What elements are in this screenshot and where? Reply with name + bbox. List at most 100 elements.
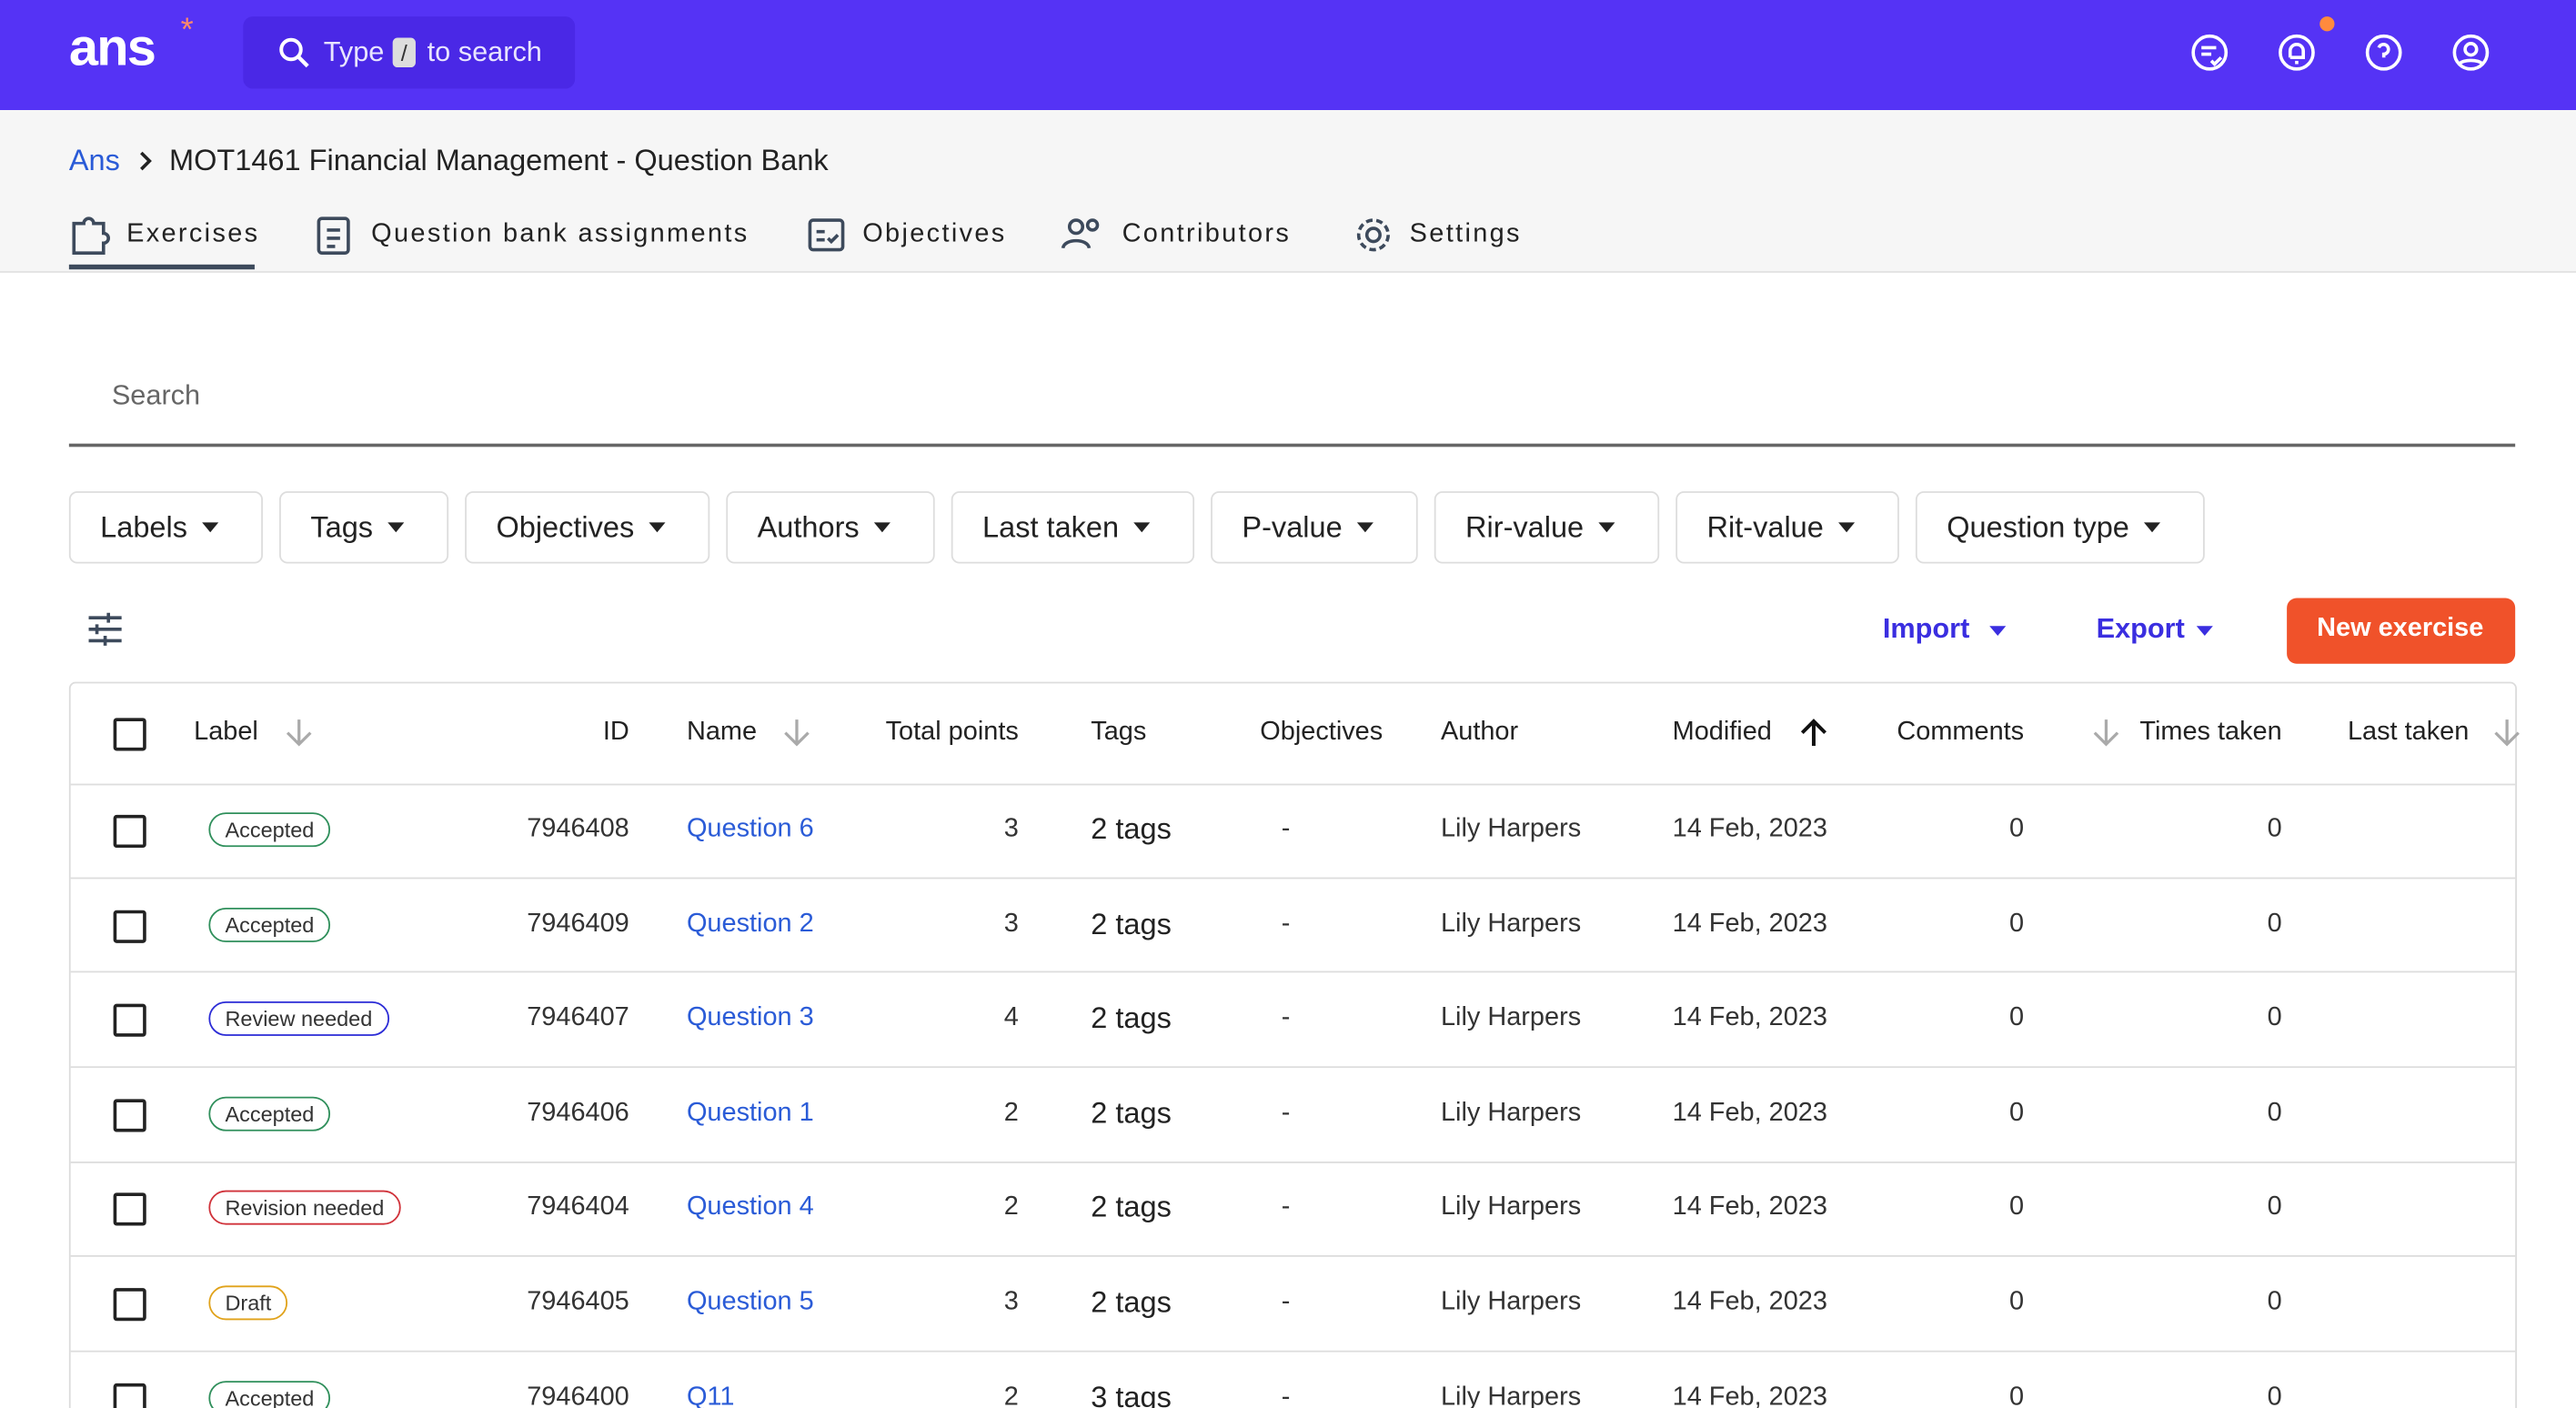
column-header[interactable]: Name	[686, 718, 758, 747]
tags-count: 3 tags	[1091, 1380, 1172, 1408]
author: Lily Harpers	[1440, 909, 1582, 938]
checkbox[interactable]	[113, 1003, 146, 1038]
column-header[interactable]: Author	[1440, 718, 1519, 747]
column-header[interactable]: Comments	[1897, 718, 2025, 747]
export-button[interactable]: Export	[2096, 612, 2185, 645]
search-input[interactable]: Search	[111, 379, 201, 411]
question-link[interactable]: Question 2	[686, 909, 814, 938]
column-header[interactable]: Label	[194, 718, 258, 747]
question-link[interactable]: Question 1	[686, 1099, 814, 1127]
status-badge: Accepted	[208, 812, 331, 848]
objectives-cell: -	[1281, 814, 1291, 843]
comments-count: 0	[2009, 1193, 2025, 1222]
search-suffix: to search	[427, 35, 542, 68]
column-header[interactable]: Total points	[885, 718, 1019, 747]
checkbox[interactable]	[113, 1288, 146, 1322]
breadcrumb-title: MOT1461 Financial Management - Question …	[169, 144, 829, 177]
tags-count: 2 tags	[1091, 1096, 1172, 1130]
column-header[interactable]: Tags	[1091, 718, 1147, 747]
filter-dropdown[interactable]: Rir-value	[1434, 491, 1660, 564]
breadcrumb-root[interactable]: Ans	[68, 144, 120, 177]
tags-count: 2 tags	[1091, 907, 1172, 940]
checkbox[interactable]	[113, 1099, 146, 1132]
row-divider	[70, 1161, 2516, 1163]
modified-date: 14 Feb, 2023	[1672, 1193, 1827, 1222]
objectives-cell: -	[1281, 1099, 1291, 1127]
sort-icon[interactable]	[1797, 717, 1830, 749]
total-points: 2	[1003, 1099, 1019, 1127]
exercise-id: 7946409	[527, 909, 629, 938]
sort-icon[interactable]	[283, 717, 316, 749]
new-exercise-label[interactable]: New exercise	[2317, 614, 2484, 643]
search-prefix: Type	[323, 35, 385, 68]
total-points: 3	[1003, 814, 1019, 843]
column-header[interactable]: Objectives	[1260, 718, 1384, 747]
status-badge: Accepted	[208, 1096, 331, 1131]
column-header[interactable]: ID	[602, 718, 629, 747]
tags-count: 2 tags	[1091, 1001, 1172, 1035]
filter-dropdown[interactable]: Question type	[1915, 491, 2205, 564]
question-link[interactable]: Question 4	[686, 1193, 814, 1222]
checkbox[interactable]	[113, 718, 146, 751]
modified-date: 14 Feb, 2023	[1672, 1099, 1827, 1127]
sort-icon[interactable]	[2490, 717, 2523, 749]
status-badge: Accepted	[208, 907, 331, 942]
row-divider	[70, 1255, 2516, 1258]
column-settings-icon[interactable]	[87, 611, 124, 648]
active-tab-underline	[68, 264, 255, 270]
filter-dropdown[interactable]: Objectives	[465, 491, 710, 564]
question-link[interactable]: Question 3	[686, 1003, 814, 1032]
times-taken: 0	[2267, 1099, 2282, 1127]
total-points: 2	[1003, 1383, 1019, 1408]
checkbox[interactable]	[113, 1193, 146, 1227]
modified-date: 14 Feb, 2023	[1672, 814, 1827, 843]
filter-dropdown[interactable]: P-value	[1211, 491, 1418, 564]
filter-dropdown[interactable]: Rit-value	[1675, 491, 1899, 564]
dropdown-caret	[1598, 522, 1615, 533]
exercise-id: 7946408	[527, 814, 629, 843]
import-button[interactable]: Import	[1882, 612, 1970, 645]
tab[interactable]: Settings	[1409, 220, 1522, 248]
logo: ans	[68, 16, 156, 76]
question-link[interactable]: Question 5	[686, 1288, 814, 1316]
filter-dropdown[interactable]: Tags	[279, 491, 449, 564]
dropdown-caret	[202, 522, 219, 533]
column-header[interactable]: Times taken	[2139, 718, 2282, 747]
status-badge: Draft	[208, 1285, 288, 1321]
checkbox[interactable]	[113, 814, 146, 849]
filter-dropdown[interactable]: Last taken	[951, 491, 1195, 564]
question-link[interactable]: Question 6	[686, 814, 814, 843]
comments-count: 0	[2009, 814, 2025, 843]
tab[interactable]: Contributors	[1122, 220, 1292, 248]
comments-count: 0	[2009, 1288, 2025, 1316]
tab[interactable]: Objectives	[862, 220, 1007, 248]
checkbox[interactable]	[113, 909, 146, 943]
new-exercise-button[interactable]	[2287, 598, 2516, 664]
filter-dropdown[interactable]: Authors	[726, 491, 935, 564]
objectives-cell: -	[1281, 1193, 1291, 1222]
column-header[interactable]: Modified	[1672, 718, 1772, 747]
dropdown-caret	[649, 522, 666, 533]
total-points: 3	[1003, 1288, 1019, 1316]
header-icons	[2191, 34, 2490, 71]
modified-date: 14 Feb, 2023	[1672, 1383, 1827, 1408]
question-link[interactable]: Q11	[686, 1383, 735, 1408]
sort-icon[interactable]	[2089, 717, 2122, 749]
filter-dropdown[interactable]: Labels	[68, 491, 264, 564]
comments-count: 0	[2009, 909, 2025, 938]
tab[interactable]: Exercises	[126, 220, 260, 248]
row-divider	[70, 877, 2516, 880]
author: Lily Harpers	[1440, 1099, 1582, 1127]
exercise-id: 7946407	[527, 1003, 629, 1032]
search-underline	[68, 443, 2516, 447]
column-header[interactable]: Last taken	[2347, 718, 2470, 747]
modified-date: 14 Feb, 2023	[1672, 1288, 1827, 1316]
tab[interactable]: Question bank assignments	[371, 220, 750, 248]
row-divider	[70, 971, 2516, 974]
row-divider	[70, 1350, 2516, 1353]
checkbox[interactable]	[113, 1383, 146, 1408]
times-taken: 0	[2267, 1003, 2282, 1032]
sort-icon[interactable]	[780, 717, 813, 749]
dropdown-caret	[2143, 522, 2161, 533]
